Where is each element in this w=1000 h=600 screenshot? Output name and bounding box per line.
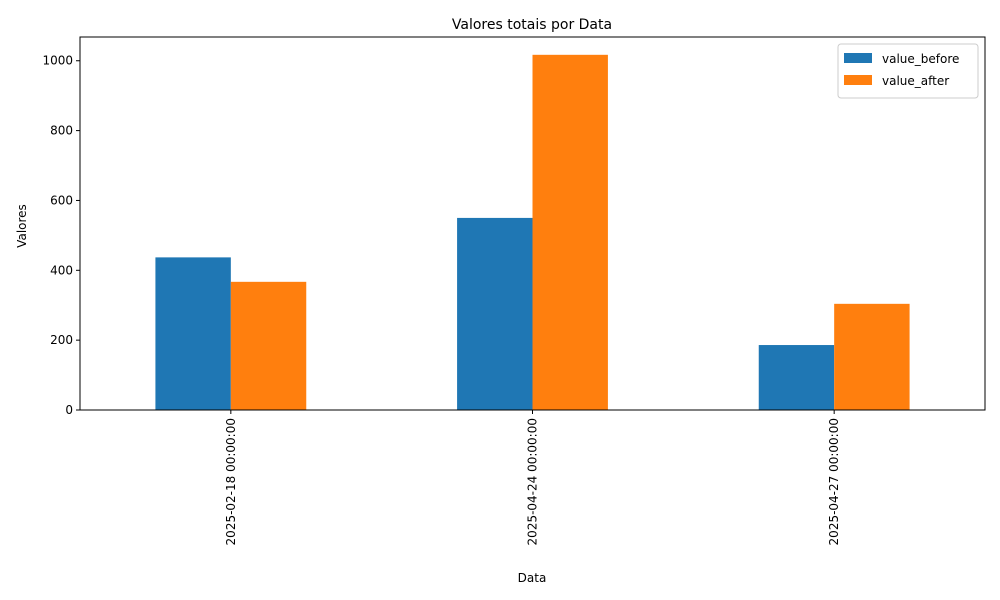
legend-label-value_after: value_after <box>882 74 949 88</box>
x-axis-label: Data <box>518 571 547 585</box>
plot-frame <box>79 36 986 411</box>
legend-box <box>837 43 979 99</box>
plot-area <box>155 54 910 410</box>
bar-value_after-1 <box>532 54 608 410</box>
bar-value_after-2 <box>834 303 910 410</box>
bar-value_before-2 <box>758 345 835 410</box>
y-tick-label: 0 <box>65 403 73 417</box>
bar-value_before-1 <box>457 217 533 410</box>
x-axis: 2025-02-18 00:00:00 2025-04-24 00:00:00 20… <box>224 410 841 545</box>
legend-swatch-value_before <box>844 53 872 63</box>
x-tick-label: 2025-02-18 00:00:00 <box>224 418 238 545</box>
y-tick-label: 400 <box>50 263 73 277</box>
bar-value_after-0 <box>230 281 307 410</box>
legend-swatch-value_after <box>844 75 872 85</box>
y-tick-label: 1000 <box>42 54 73 68</box>
x-tick-label: 2025-04-24 00:00:00 <box>526 418 540 545</box>
y-tick-label: 800 <box>50 124 73 138</box>
x-tick-label: 2025-04-27 00:00:00 <box>827 418 841 545</box>
y-axis: 0 200 400 600 800 1000 <box>42 54 80 417</box>
chart-title: Valores totais por Data <box>452 17 612 33</box>
y-axis-label: Valores <box>15 204 29 248</box>
y-tick-label: 600 <box>50 193 73 207</box>
bar-value_before-0 <box>155 257 231 410</box>
y-tick-label: 200 <box>50 333 73 347</box>
legend-label-value_before: value_before <box>882 52 959 66</box>
legend: value_before value_after <box>837 43 979 99</box>
